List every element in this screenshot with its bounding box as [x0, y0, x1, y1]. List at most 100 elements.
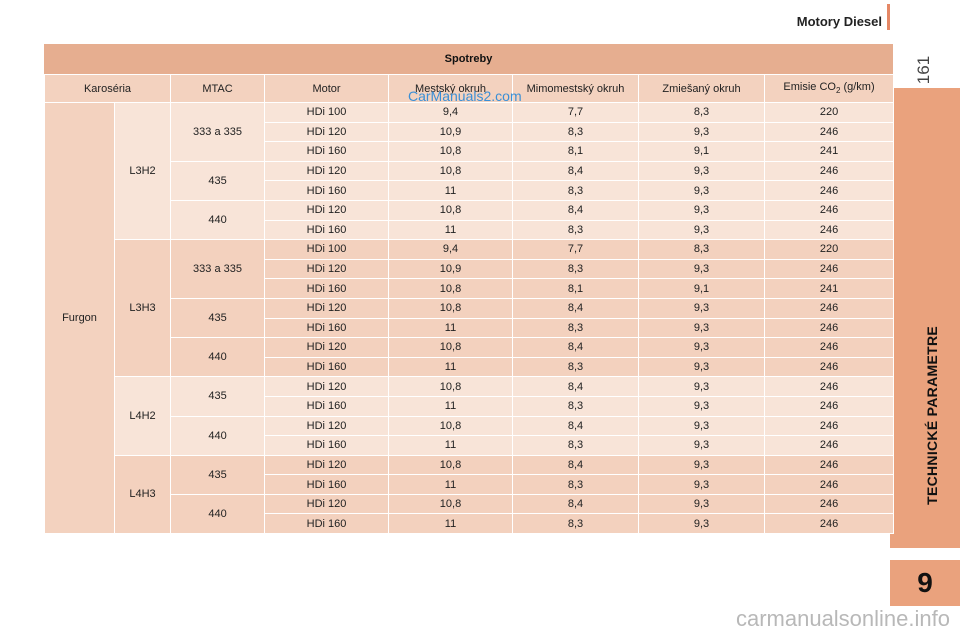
urban-cell: 9,4 [388, 239, 514, 260]
col-header-urban: Mestský okruh [388, 74, 514, 103]
combined-cell: 8,3 [638, 239, 766, 260]
urban-cell: 9,4 [388, 102, 514, 123]
engine-cell: HDi 160 [264, 435, 390, 456]
extra-urban-cell: 8,4 [512, 493, 640, 515]
extra-urban-cell: 8,3 [512, 121, 640, 143]
watermark-bottom: carmanualsonline.info [735, 606, 950, 631]
engine-cell: HDi 120 [264, 160, 390, 182]
urban-cell: 11 [388, 356, 514, 378]
mtac-cell: 435 [170, 376, 266, 417]
urban-cell: 10,8 [388, 337, 514, 358]
engine-cell: HDi 120 [264, 376, 390, 397]
combined-cell: 9,3 [638, 199, 766, 221]
engine-cell: HDi 160 [264, 395, 390, 417]
chapter-side-band [890, 88, 960, 548]
emissions-cell: 241 [764, 141, 895, 162]
emissions-cell: 246 [764, 258, 895, 280]
table-title: Spotreby [44, 44, 893, 74]
emissions-cell: 246 [764, 297, 895, 319]
page-number: 161 [913, 55, 933, 85]
emissions-cell: 246 [764, 454, 895, 476]
extra-urban-cell: 8,4 [512, 297, 640, 319]
emissions-cell: 246 [764, 474, 895, 495]
variant-cell: L3H3 [113, 239, 172, 378]
combined-cell: 9,3 [638, 415, 766, 437]
table-row: L4H2 435 HDi 120 10,8 8,4 9,3 246 [45, 376, 895, 456]
combined-cell: 9,3 [638, 376, 766, 397]
engine-cell: HDi 120 [264, 337, 390, 358]
combined-cell: 9,3 [638, 297, 766, 319]
urban-cell: 11 [388, 395, 514, 417]
urban-cell: 10,8 [388, 376, 514, 397]
urban-cell: 11 [388, 513, 514, 535]
engine-cell: HDi 120 [264, 454, 390, 476]
emissions-cell: 246 [764, 376, 895, 397]
table-row: HDi 160 11 8,3 9,3 246 [45, 474, 895, 495]
table-row: HDi 160 11 8,3 9,3 246 [45, 513, 895, 535]
table-row: 440 HDi 120 10,8 8,4 9,3 246 [45, 337, 895, 378]
combined-cell: 9,3 [638, 317, 766, 339]
engine-cell: HDi 160 [264, 278, 390, 299]
body-type-cell: Furgon [44, 101, 115, 535]
emissions-cell: 241 [764, 278, 895, 299]
emissions-label: Emisie CO [783, 81, 836, 94]
extra-urban-cell: 8,3 [512, 317, 640, 339]
emissions-cell: 246 [764, 121, 895, 143]
engine-cell: HDi 100 [264, 239, 390, 260]
consumption-table: Karoséria MTAC Motor Mestský okruh Mimom… [43, 74, 895, 535]
variant-cell: L4H3 [113, 454, 172, 535]
table-row: HDi 120 10,9 8,3 9,3 246 [45, 121, 895, 143]
combined-cell: 9,3 [638, 121, 766, 143]
mtac-cell: 435 [170, 454, 266, 495]
emissions-cell: 220 [764, 102, 895, 123]
variant-cell: L3H2 [113, 101, 172, 241]
table-row: HDi 160 11 8,3 9,3 246 [45, 395, 895, 417]
urban-cell: 11 [388, 435, 514, 456]
engine-cell: HDi 160 [264, 317, 390, 339]
mtac-cell: 435 [170, 297, 266, 339]
emissions-cell: 246 [764, 513, 895, 535]
header-accent-rule [887, 4, 890, 30]
table-row: 440 HDi 120 10,8 8,4 9,3 246 [45, 199, 895, 241]
engine-cell: HDi 160 [264, 474, 390, 495]
table-row: HDi 160 10,8 8,1 9,1 241 [45, 278, 895, 299]
table-row: HDi 160 11 8,3 9,3 246 [45, 356, 895, 378]
urban-cell: 10,8 [388, 278, 514, 299]
chapter-label-wrap: TECHNICKÉ PARAMETRE [924, 326, 946, 556]
extra-urban-cell: 8,3 [512, 258, 640, 280]
engine-cell: HDi 120 [264, 199, 390, 221]
combined-cell: 9,1 [638, 141, 766, 162]
section-title: Motory Diesel [796, 14, 882, 29]
urban-cell: 11 [388, 219, 514, 241]
urban-cell: 10,9 [388, 121, 514, 143]
emissions-cell: 246 [764, 337, 895, 358]
engine-cell: HDi 160 [264, 219, 390, 241]
combined-cell: 9,3 [638, 180, 766, 201]
col-header-emissions: Emisie CO2 (g/km) [764, 74, 895, 103]
emissions-cell: 246 [764, 317, 895, 339]
extra-urban-cell: 8,4 [512, 337, 640, 358]
extra-urban-cell: 8,3 [512, 356, 640, 378]
variant-cell: L4H2 [113, 376, 172, 456]
urban-cell: 10,8 [388, 415, 514, 437]
engine-cell: HDi 160 [264, 141, 390, 162]
emissions-cell: 246 [764, 356, 895, 378]
extra-urban-cell: 8,4 [512, 160, 640, 182]
table-row: HDi 160 11 8,3 9,3 246 [45, 219, 895, 241]
table-row: L4H3 435 HDi 120 10,8 8,4 9,3 246 [45, 454, 895, 535]
extra-urban-cell: 8,3 [512, 180, 640, 201]
table-row: 435 HDi 120 10,8 8,4 9,3 246 [45, 160, 895, 201]
extra-urban-cell: 8,4 [512, 376, 640, 397]
combined-cell: 9,3 [638, 160, 766, 182]
combined-cell: 9,3 [638, 356, 766, 378]
engine-cell: HDi 120 [264, 493, 390, 515]
table-row: HDi 160 11 8,3 9,3 246 [45, 180, 895, 201]
table-body: Furgon L3H2 333 a 335 HDi 100 9,4 7,7 8,3 220 HD… [44, 101, 895, 535]
extra-urban-cell: 8,3 [512, 513, 640, 535]
chapter-label: TECHNICKÉ PARAMETRE [924, 326, 940, 505]
engine-cell: HDi 120 [264, 415, 390, 437]
table-row: 435 HDi 120 10,8 8,4 9,3 246 [45, 297, 895, 339]
extra-urban-cell: 8,1 [512, 141, 640, 162]
table-row: 440 HDi 120 10,8 8,4 9,3 246 [45, 493, 895, 535]
urban-cell: 10,8 [388, 454, 514, 476]
